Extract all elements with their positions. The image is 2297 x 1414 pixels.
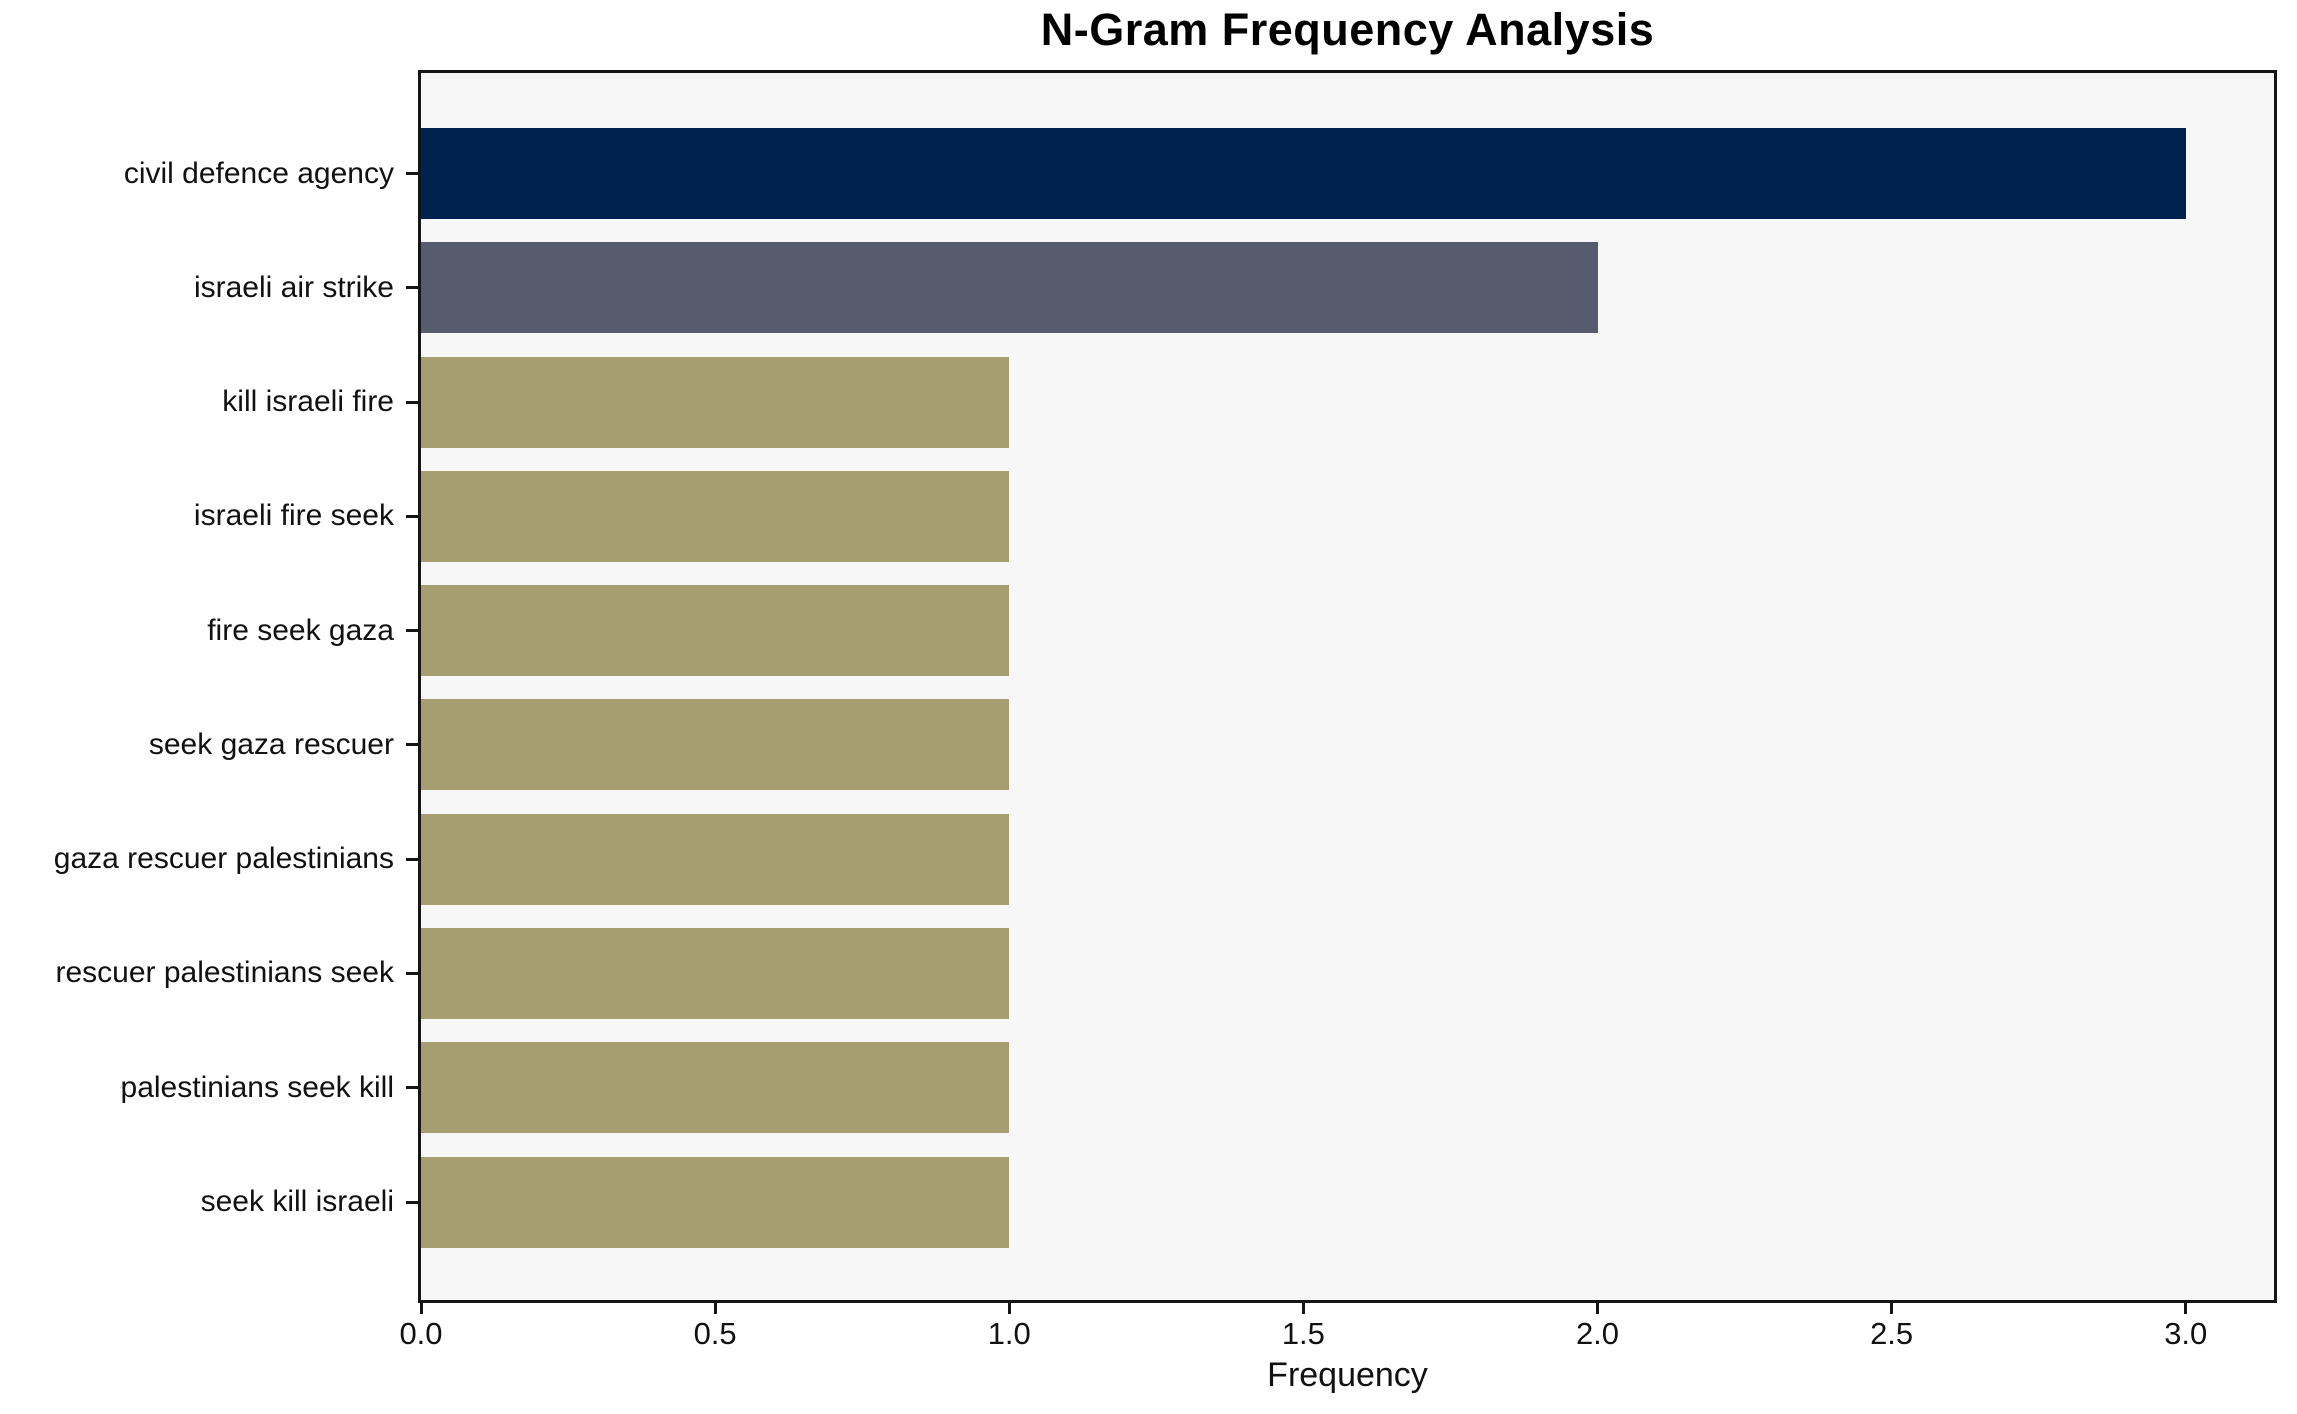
- chart-title: N-Gram Frequency Analysis: [1040, 4, 1655, 55]
- y-tick-label: israeli air strike: [193, 270, 394, 304]
- y-tick-mark: [406, 743, 418, 747]
- y-tick-label: fire seek gaza: [207, 613, 394, 647]
- bar-palestinians-seek-kill: [421, 1042, 1010, 1134]
- y-tick-label: civil defence agency: [123, 156, 394, 190]
- y-tick-mark: [406, 286, 418, 290]
- x-tick-mark: [1007, 1303, 1011, 1314]
- y-tick-label: seek kill israeli: [200, 1185, 394, 1219]
- plot-area: [418, 70, 2277, 1303]
- bar-fire-seek-gaza: [421, 585, 1010, 677]
- y-tick-mark: [406, 400, 418, 404]
- x-tick-label: 0.0: [399, 1316, 443, 1351]
- y-tick-mark: [406, 629, 418, 633]
- y-tick-mark: [406, 172, 418, 175]
- y-tick-mark: [406, 857, 418, 861]
- x-tick-label: 1.5: [1281, 1316, 1325, 1351]
- y-tick-mark: [406, 971, 418, 975]
- bar-civil-defence-agency: [421, 128, 2186, 219]
- x-tick-label: 2.5: [1870, 1316, 1914, 1351]
- bar-seek-kill-israeli: [421, 1156, 1010, 1248]
- y-tick-mark: [406, 1200, 418, 1204]
- y-tick-label: seek gaza rescuer: [148, 727, 394, 761]
- bar-rescuer-palestinians-seek: [421, 927, 1010, 1019]
- x-tick-mark: [1596, 1303, 1599, 1314]
- y-tick-label: kill israeli fire: [222, 385, 394, 419]
- y-tick-mark: [406, 1086, 418, 1090]
- x-tick-mark: [713, 1303, 717, 1314]
- x-tick-mark: [1890, 1303, 1894, 1314]
- x-tick-mark: [419, 1303, 423, 1314]
- bar-seek-gaza-rescuer: [421, 699, 1010, 791]
- bar-gaza-rescuer-palestinians: [421, 813, 1010, 905]
- x-tick-label: 2.0: [1575, 1316, 1620, 1351]
- bar-israeli-fire-seek: [421, 470, 1010, 562]
- y-tick-label: palestinians seek kill: [120, 1070, 394, 1104]
- y-tick-label: rescuer palestinians seek: [55, 956, 394, 990]
- x-tick-label: 3.0: [2164, 1316, 2208, 1351]
- y-tick-label: israeli fire seek: [193, 499, 394, 533]
- x-axis-title: Frequency: [1267, 1356, 1428, 1394]
- bar-kill-israeli-fire: [421, 356, 1010, 448]
- y-tick-label: gaza rescuer palestinians: [53, 842, 394, 876]
- x-tick-label: 0.5: [693, 1316, 737, 1351]
- bar-israeli-air-strike: [421, 242, 1598, 334]
- x-tick-mark: [2184, 1303, 2188, 1314]
- x-tick-label: 1.0: [987, 1316, 1031, 1351]
- y-tick-mark: [406, 514, 418, 518]
- x-tick-mark: [1301, 1303, 1305, 1314]
